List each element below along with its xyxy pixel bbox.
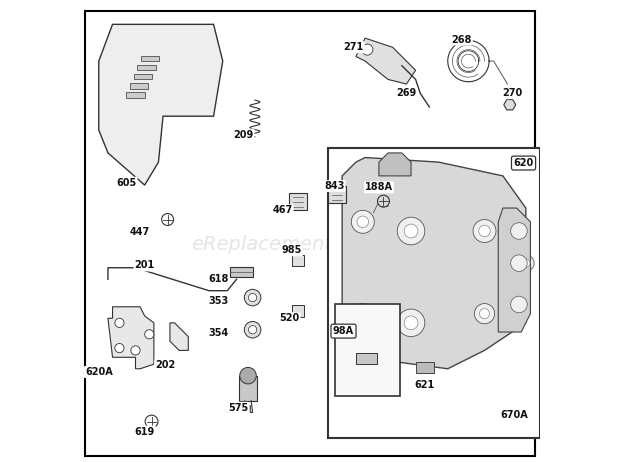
Circle shape xyxy=(115,318,124,328)
Circle shape xyxy=(244,322,261,338)
Bar xyxy=(130,83,148,89)
Text: 619: 619 xyxy=(135,427,155,437)
Text: 202: 202 xyxy=(155,360,175,370)
Polygon shape xyxy=(504,99,516,110)
Circle shape xyxy=(521,259,530,267)
Polygon shape xyxy=(99,24,223,185)
Text: 188A: 188A xyxy=(365,182,393,192)
Bar xyxy=(356,353,376,364)
Text: 843: 843 xyxy=(324,181,345,191)
Text: 520: 520 xyxy=(279,313,299,323)
Circle shape xyxy=(404,316,418,330)
Text: 575: 575 xyxy=(228,403,248,413)
Circle shape xyxy=(131,346,140,355)
Circle shape xyxy=(474,304,495,324)
Bar xyxy=(335,304,399,396)
Bar xyxy=(291,255,304,267)
Text: 269: 269 xyxy=(396,88,417,98)
Polygon shape xyxy=(342,158,526,369)
Circle shape xyxy=(244,289,261,306)
Text: 201: 201 xyxy=(135,261,155,270)
Text: 620A: 620A xyxy=(85,367,113,377)
Bar xyxy=(138,65,156,70)
Text: 271: 271 xyxy=(343,43,364,52)
Circle shape xyxy=(240,367,256,384)
Bar xyxy=(126,92,144,98)
Circle shape xyxy=(518,255,534,271)
Bar xyxy=(415,362,434,373)
Text: 605: 605 xyxy=(116,178,136,188)
Circle shape xyxy=(511,296,527,313)
Circle shape xyxy=(249,293,257,302)
Text: 620: 620 xyxy=(513,158,534,168)
Bar xyxy=(134,74,152,79)
Bar xyxy=(239,376,257,401)
Circle shape xyxy=(397,309,425,337)
Text: 354: 354 xyxy=(208,328,228,338)
Polygon shape xyxy=(356,38,415,84)
Text: 467: 467 xyxy=(272,205,293,215)
Bar xyxy=(329,148,539,438)
Text: 621: 621 xyxy=(415,380,435,390)
Circle shape xyxy=(249,326,257,334)
Polygon shape xyxy=(170,323,188,350)
Circle shape xyxy=(358,309,368,319)
Polygon shape xyxy=(379,153,411,176)
Text: 447: 447 xyxy=(130,227,150,237)
Text: 353: 353 xyxy=(208,296,228,306)
Bar xyxy=(229,267,252,277)
Text: 670A: 670A xyxy=(500,410,528,419)
Circle shape xyxy=(115,344,124,353)
Bar xyxy=(290,193,307,210)
Text: 268: 268 xyxy=(451,35,472,44)
Circle shape xyxy=(473,219,496,243)
Bar xyxy=(291,305,304,317)
Circle shape xyxy=(352,210,374,233)
Polygon shape xyxy=(108,307,154,369)
Polygon shape xyxy=(498,208,531,332)
Bar xyxy=(141,55,159,61)
Text: 270: 270 xyxy=(502,88,522,98)
Text: 98A: 98A xyxy=(333,326,354,336)
Text: 209: 209 xyxy=(233,129,254,140)
Circle shape xyxy=(144,330,154,339)
Circle shape xyxy=(357,216,368,228)
Circle shape xyxy=(511,255,527,271)
Bar xyxy=(329,186,346,203)
Text: 985: 985 xyxy=(281,245,302,255)
Circle shape xyxy=(362,44,373,55)
Circle shape xyxy=(511,223,527,239)
Circle shape xyxy=(479,225,490,237)
Text: eReplacementParts.com: eReplacementParts.com xyxy=(191,235,429,254)
Text: 618: 618 xyxy=(208,274,228,284)
Circle shape xyxy=(404,224,418,238)
Circle shape xyxy=(353,304,373,324)
Circle shape xyxy=(479,309,490,319)
Circle shape xyxy=(397,217,425,245)
